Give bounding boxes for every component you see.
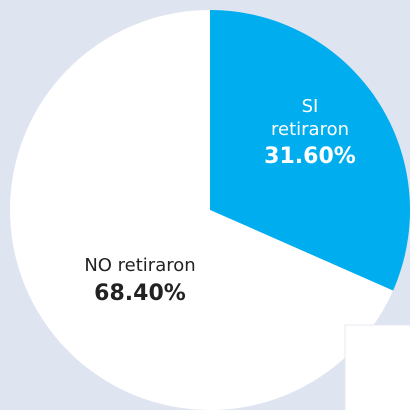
category-label: NO retiraron — [84, 255, 196, 276]
value-label: 68.40% — [94, 280, 186, 306]
slice-label: SI retiraron 31.60% — [255, 96, 365, 171]
category-label: SI retiraron — [271, 96, 349, 140]
panel — [344, 324, 410, 410]
value-label: 31.60% — [264, 144, 356, 169]
slice-label: NO retiraron 68.40% — [55, 255, 225, 307]
pie-slice — [210, 10, 410, 291]
pie-slice — [9, 10, 394, 410]
